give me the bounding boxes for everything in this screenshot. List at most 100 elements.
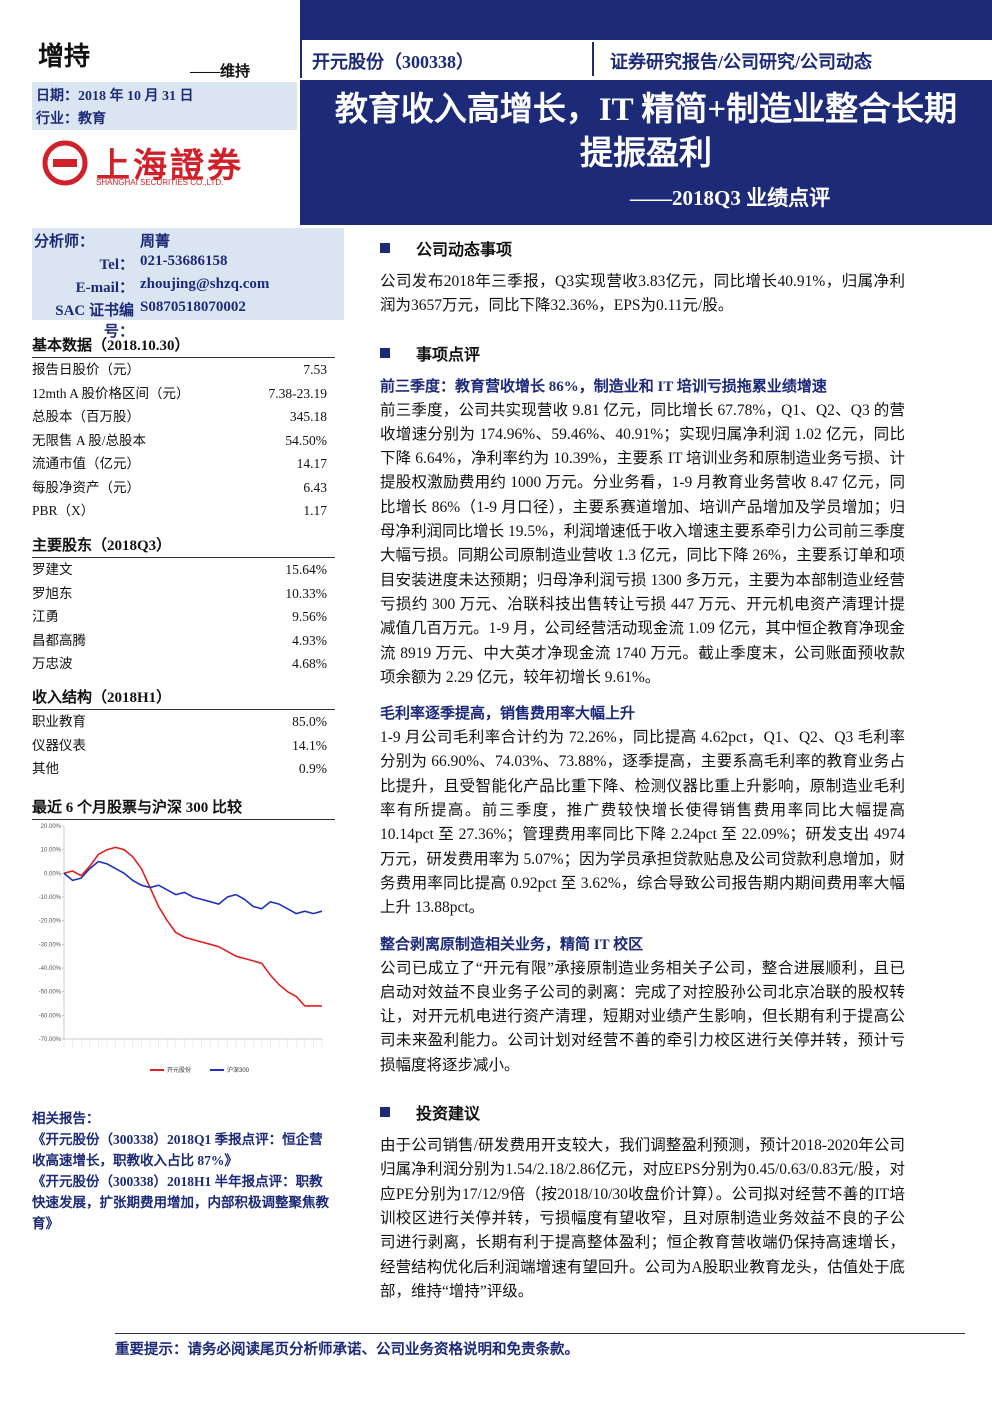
related-title: 相关报告： <box>32 1111 100 1126</box>
table-row: 无限售 A 股/总股本 54.50% <box>32 429 335 453</box>
heading-marker <box>380 243 390 253</box>
table-title: 基本数据（2018.10.30） <box>32 334 335 358</box>
subheading: 毛利率逐季提高，销售费用率大幅上升 <box>380 706 636 723</box>
row-value: 1.17 <box>303 503 327 518</box>
logo: 上海證券 SHANGHAI SECURITIES CO.,LTD. <box>40 138 280 190</box>
table-row: 流通市值（亿元） 14.17 <box>32 452 335 476</box>
table-row: 总股本（百万股） 345.18 <box>32 405 335 429</box>
y-tick-label: 0.00% <box>44 871 62 877</box>
related: 相关报告： 《开元股份（300338）2018Q1 季报点评：恒企营收高速增长，职… <box>32 1108 334 1234</box>
row-value: 14.1% <box>292 737 327 753</box>
subheading: 整合剥离原制造相关业务，精简 IT 校区 <box>380 936 644 953</box>
section-heading: 公司动态事项 <box>380 236 905 260</box>
subtitle: ——2018Q3 业绩点评 <box>630 186 831 210</box>
body: 公司动态事项公司发布2018年三季报，Q3实现营收3.83亿元，同比增长40.9… <box>380 228 905 1316</box>
basic-data: 基本数据（2018.10.30） 报告日股价（元） 7.53 12mth A 股价格区… <box>32 334 335 523</box>
row-label: 报告日股价（元） <box>32 362 140 377</box>
paragraph: 前三季度，公司共实现营收 9.81 亿元，同比增长 67.78%，Q1、Q2、Q… <box>380 401 905 686</box>
y-tick-label: -50.00% <box>39 990 62 996</box>
row-value: 15.64% <box>285 562 327 577</box>
title-line: 教育收入高增长，IT 精简+制造业整合长期 <box>334 92 958 128</box>
divider <box>592 42 594 76</box>
row-label: 职业教育 <box>32 714 86 729</box>
row-label: 流通市值（亿元） <box>32 456 140 471</box>
row-value: 10.33% <box>285 585 327 601</box>
section-heading: 投资建议 <box>380 1100 905 1124</box>
row-label: 12mth A 股价格区间（元） <box>32 385 190 401</box>
y-tick-label: -30.00% <box>39 942 62 948</box>
paragraph: 公司发布2018年三季报，Q3实现营收3.83亿元，同比增长40.91%，归属净… <box>380 273 905 315</box>
heading-text: 公司动态事项 <box>416 242 513 259</box>
table-row: 仪器仪表 14.1% <box>32 734 335 758</box>
row-value: 54.50% <box>285 432 327 448</box>
y-tick-label: 10.00% <box>41 848 62 854</box>
analyst-value: 周菁 <box>140 234 171 250</box>
row-label: 每股净资产（元） <box>32 479 140 495</box>
row-value: 7.38-23.19 <box>268 385 328 401</box>
row-label: 万忠波 <box>32 656 73 671</box>
legend-label: 开元股份 <box>167 1066 191 1074</box>
related-item: 《开元股份（300338）2018Q1 季报点评：恒企营收高速增长，职教收入占比… <box>32 1132 323 1168</box>
shareholders: 主要股东（2018Q3） 罗建文 15.64% 罗旭东 10.33% 江勇 9.56% 昌都高… <box>32 534 335 676</box>
row-value: 14.17 <box>296 456 327 471</box>
row-label: 无限售 A 股/总股本 <box>32 432 147 448</box>
analyst-label: E-mail： <box>75 280 134 296</box>
report-type: 证券研究报告/公司研究/公司动态 <box>610 52 873 72</box>
rating: 增持 <box>38 42 91 71</box>
row-label: 罗旭东 <box>32 585 73 601</box>
table-row: 职业教育 85.0% <box>32 710 335 734</box>
paragraph: 公司已成立了“开元有限”承接原制造业务相关子公司，整合进展顺利，且已启动对效益不… <box>380 959 905 1074</box>
logo-text: 上海證券 <box>96 148 244 185</box>
title: 教育收入高增长，IT 精简+制造业整合长期 提振盈利 <box>300 88 992 176</box>
chart: 20.00% 10.00% 0.00% -10.00% -20.00% -30.00% -4… <box>39 824 323 1074</box>
date: 日期：2018 年 10 月 31 日 <box>36 89 194 104</box>
title-line: 提振盈利 <box>580 136 712 172</box>
footer: 重要提示：请务必阅读尾页分析师承诺、公司业务资格说明和免责条款。 <box>115 1342 579 1358</box>
table-row: 江勇 9.56% <box>32 605 335 629</box>
chart-title: 最近 6 个月股票与沪深 300 比较 <box>32 796 335 820</box>
paragraph: 1-9 月公司毛利率合计约为 72.26%，同比提高 4.62pct，Q1、Q2… <box>380 729 905 917</box>
y-tick-label: 20.00% <box>41 824 62 830</box>
header-band <box>300 0 992 40</box>
table-title: 主要股东（2018Q3） <box>32 534 335 558</box>
row-label: PBR（X） <box>32 503 95 518</box>
analyst-label: SAC 证书编号： <box>55 303 134 340</box>
heading-text: 投资建议 <box>416 1106 481 1124</box>
row-label: 总股本（百万股） <box>32 409 140 424</box>
table-row: PBR（X） 1.17 <box>32 499 335 523</box>
y-tick-label: -20.00% <box>39 919 62 925</box>
row-value: 4.93% <box>292 632 327 648</box>
table-row: 12mth A 股价格区间（元） 7.38-23.19 <box>32 382 335 406</box>
row-label: 仪器仪表 <box>32 737 86 753</box>
row-label: 昌都高腾 <box>32 632 86 648</box>
series-line <box>63 846 322 1007</box>
subheading: 前三季度：教育营收增长 86%，制造业和 IT 培训亏损拖累业绩增速 <box>380 378 827 395</box>
row-label: 其他 <box>32 761 59 776</box>
analyst-label: Tel： <box>99 257 134 273</box>
y-tick-label: -40.00% <box>39 966 62 972</box>
analyst-value: 021-53686158 <box>140 253 228 269</box>
analyst-box: 分析师： 周菁 Tel： 021-53686158 E-mail： zhoujing@sh… <box>32 228 344 340</box>
table-row: 其他 0.9% <box>32 757 335 781</box>
table-row: 报告日股价（元） 7.53 <box>32 358 335 382</box>
table-row: 罗旭东 10.33% <box>32 582 335 606</box>
row-value: 9.56% <box>292 609 327 624</box>
header-row: 开元股份（300338） 证券研究报告/公司研究/公司动态 <box>300 40 992 78</box>
logo-sub: SHANGHAI SECURITIES CO.,LTD. <box>96 178 224 187</box>
revenue-structure: 收入结构（2018H1） 职业教育 85.0% 仪器仪表 14.1% 其他 0.9% <box>32 686 335 781</box>
row-value: 4.68% <box>292 656 327 671</box>
row-value: 6.43 <box>303 479 327 495</box>
y-tick-label: -70.00% <box>39 1037 62 1043</box>
row-label: 江勇 <box>32 609 59 624</box>
row-value: 0.9% <box>298 761 327 776</box>
table-row: 昌都高腾 4.93% <box>32 629 335 653</box>
legend-label: 沪深300 <box>227 1066 250 1074</box>
series-line <box>63 860 323 915</box>
analyst-value: S0870518070002 <box>140 299 246 315</box>
rating-change: ——维持 <box>190 64 251 80</box>
logo-icon <box>42 140 88 186</box>
company: 开元股份（300338） <box>312 52 474 72</box>
analyst-value: zhoujing@shzq.com <box>140 276 270 292</box>
row-label: 罗建文 <box>32 562 73 577</box>
row-value: 85.0% <box>292 714 327 729</box>
